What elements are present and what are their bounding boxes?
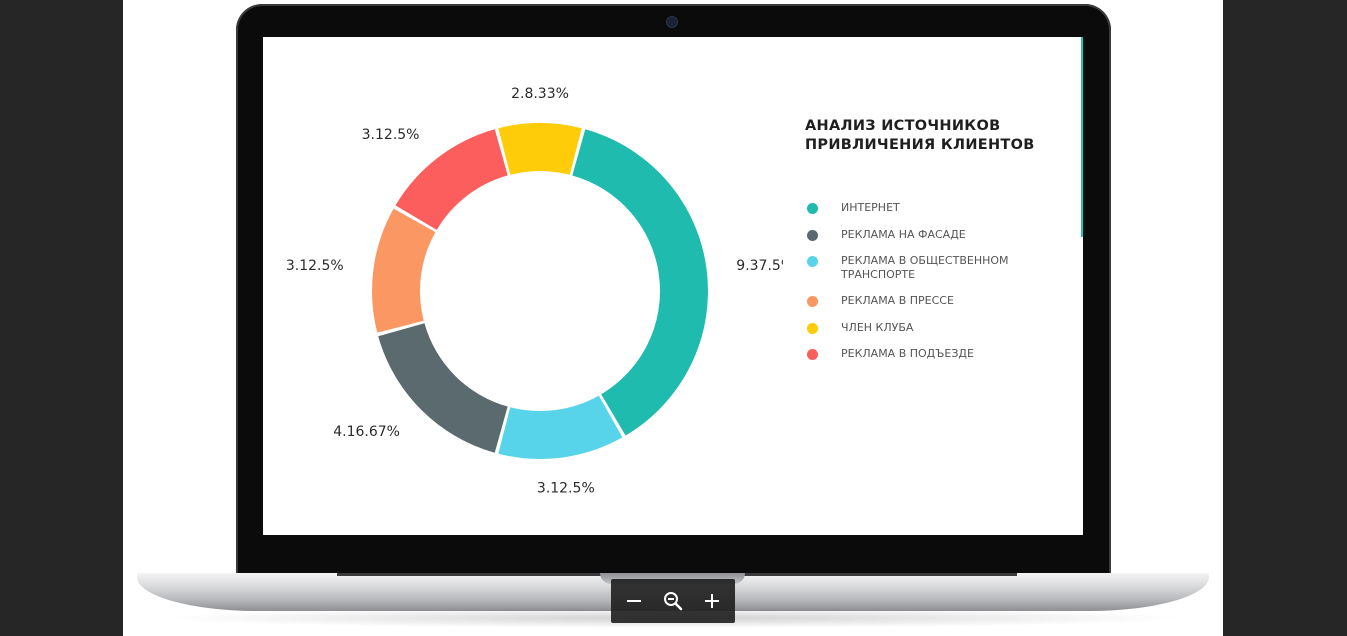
- donut-slice: [372, 208, 436, 333]
- legend-item: РЕКЛАМА В ОБЩЕСТВЕННОМ ТРАНСПОРТЕ: [807, 254, 1057, 281]
- donut-chart: 9.37.5% 3.12.5% 4.16.67% 3.12.5% 3.12.5% 2.8.…: [286, 86, 783, 496]
- donut-slice: [378, 323, 508, 453]
- legend-item: РЕКЛАМА В ПРЕССЕ: [807, 294, 1057, 308]
- legend-item: РЕКЛАМА НА ФАСАДЕ: [807, 228, 1057, 242]
- laptop-lid: 9.37.5% 3.12.5% 4.16.67% 3.12.5% 3.12.5% 2.8.…: [236, 4, 1111, 576]
- plus-icon: [704, 594, 719, 608]
- minus-icon: [627, 600, 642, 602]
- slice-data-label: 3.12.5%: [286, 258, 344, 274]
- legend-label: ИНТЕРНЕТ: [841, 201, 900, 214]
- slice-data-label: 4.16.67%: [333, 424, 400, 440]
- donut-slice: [572, 129, 708, 436]
- zoom-reset-button[interactable]: [656, 584, 690, 618]
- legend-swatch: [807, 322, 818, 334]
- slice-data-label: 2.8.33%: [511, 86, 569, 102]
- slice-data-label: 3.12.5%: [362, 127, 420, 143]
- legend-swatch: [807, 349, 818, 360]
- zoom-out-button[interactable]: [617, 584, 651, 618]
- screen-edge-accent: [1081, 37, 1083, 237]
- donut-slice: [395, 129, 508, 230]
- legend-item: ЧЛЕН КЛУБА: [807, 321, 1057, 335]
- legend-swatch: [807, 203, 818, 214]
- zoom-in-button[interactable]: [695, 584, 729, 618]
- legend-label: РЕКЛАМА В ПРЕССЕ: [841, 294, 954, 307]
- laptop-screen: 9.37.5% 3.12.5% 4.16.67% 3.12.5% 3.12.5% 2.8.…: [263, 37, 1083, 535]
- legend-label: РЕКЛАМА В ОБЩЕСТВЕННОМ ТРАНСПОРТЕ: [841, 254, 1009, 281]
- legend-label: РЕКЛАМА В ПОДЪЕЗДЕ: [841, 347, 974, 360]
- legend-swatch: [807, 296, 818, 307]
- slice-data-label: 3.12.5%: [537, 480, 595, 496]
- legend-swatch: [807, 229, 818, 241]
- magnifier-minus-icon: [663, 592, 683, 611]
- donut-slice: [498, 122, 582, 175]
- legend-item: РЕКЛАМА В ПОДЪЕЗДЕ: [807, 347, 1057, 361]
- donut-slice: [498, 395, 623, 459]
- chart-title: АНАЛИЗ ИСТОЧНИКОВ ПРИВЛИЧЕНИЯ КЛИЕНТОВ: [805, 117, 1065, 155]
- slice-data-label: 9.37.5%: [736, 258, 783, 274]
- camera-icon: [666, 16, 678, 28]
- image-viewer-stage: 9.37.5% 3.12.5% 4.16.67% 3.12.5% 3.12.5% 2.8.…: [123, 0, 1223, 636]
- legend-label: ЧЛЕН КЛУБА: [841, 320, 914, 334]
- chart-legend: ИНТЕРНЕТ РЕКЛАМА НА ФАСАДЕ РЕКЛАМА В ОБЩЕС…: [807, 201, 1057, 374]
- legend-swatch: [807, 256, 818, 267]
- laptop-notch: [600, 573, 745, 584]
- legend-label: РЕКЛАМА НА ФАСАДЕ: [841, 227, 966, 241]
- legend-item: ИНТЕРНЕТ: [807, 201, 1057, 215]
- zoom-toolbar: [611, 579, 735, 623]
- chart-title-text: АНАЛИЗ ИСТОЧНИКОВ ПРИВЛИЧЕНИЯ КЛИЕНТОВ: [805, 118, 1035, 153]
